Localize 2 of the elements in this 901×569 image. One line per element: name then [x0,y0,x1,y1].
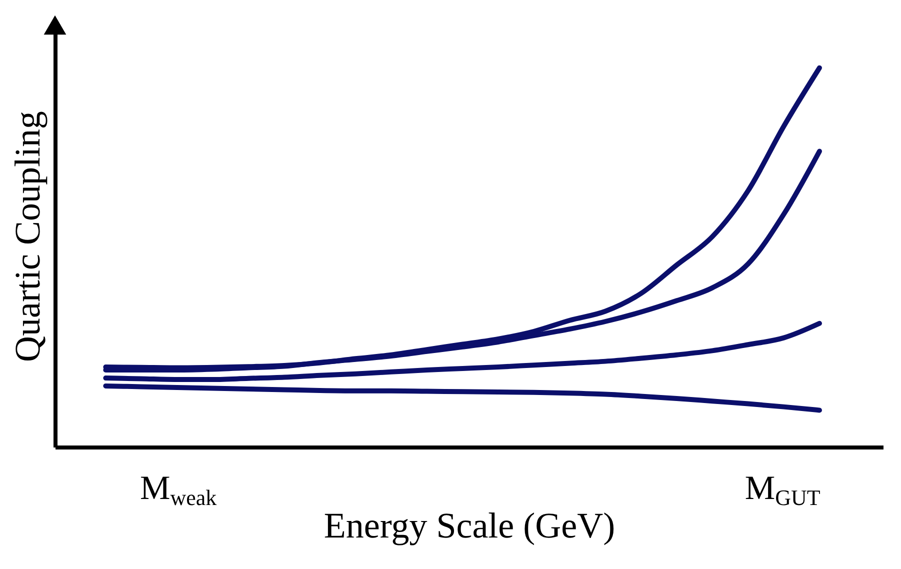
y-axis-title: Quartic Coupling [8,111,48,362]
x-axis-title: Energy Scale (GeV) [324,506,616,546]
